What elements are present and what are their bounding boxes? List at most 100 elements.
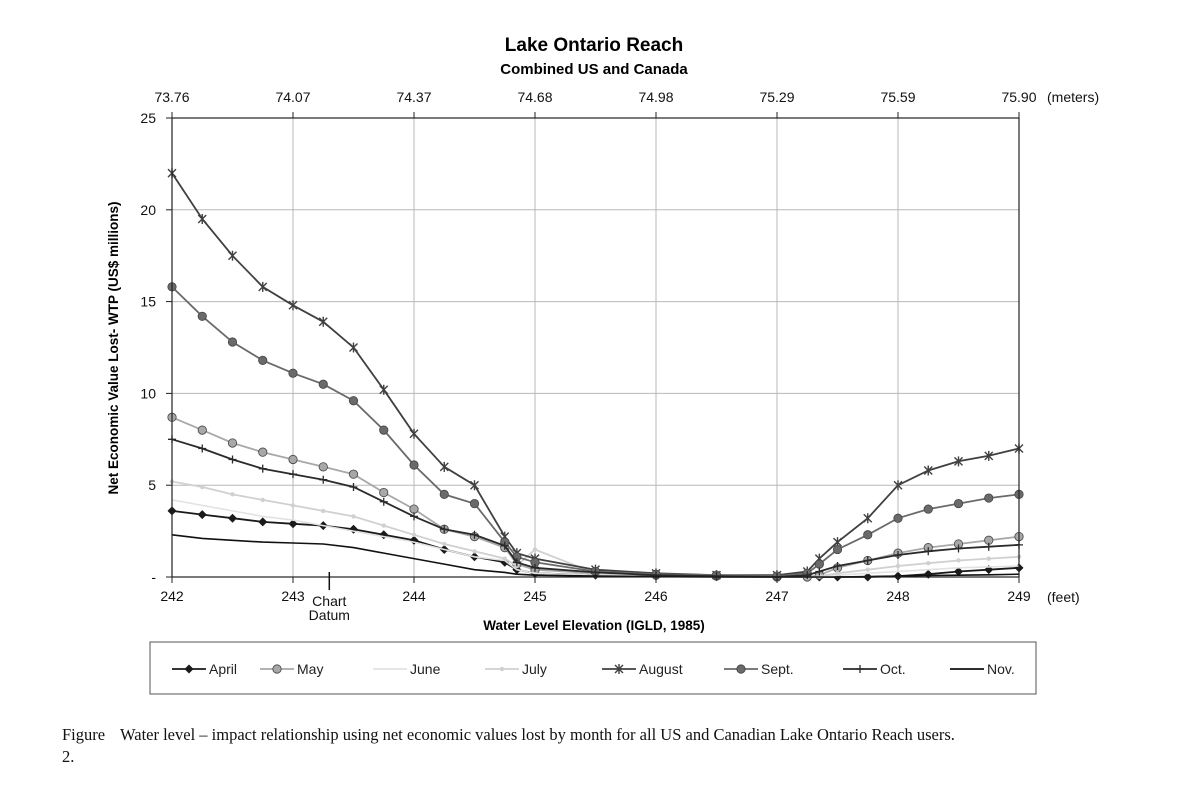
- data-point-oct: [512, 558, 521, 567]
- data-point-august: [258, 281, 268, 292]
- series-line-sept: [171, 286, 1020, 578]
- data-point-july: [502, 556, 507, 561]
- data-point-sept: [984, 493, 994, 503]
- legend-item-april: April: [172, 661, 237, 677]
- data-point-july: [865, 567, 870, 572]
- x2-tick-label: 74.98: [638, 89, 673, 105]
- legend-item-nov: Nov.: [950, 661, 1015, 677]
- data-point-oct: [894, 550, 902, 559]
- data-point-april: [954, 566, 963, 576]
- data-point-july: [472, 549, 477, 554]
- data-point-oct: [289, 470, 297, 479]
- x-tick-label: 249: [1007, 588, 1031, 604]
- series-line-oct: [171, 438, 1020, 578]
- data-point-sept: [288, 368, 298, 378]
- data-point-sept: [227, 337, 238, 347]
- data-point-oct: [652, 571, 660, 580]
- x2-unit-label: (meters): [1047, 89, 1099, 105]
- data-point-sept: [409, 460, 419, 470]
- data-point-august: [228, 250, 237, 261]
- data-point-may: [197, 425, 207, 435]
- series-june: [171, 499, 1020, 578]
- x-axis-label: Water Level Elevation (IGLD, 1985): [483, 618, 705, 633]
- data-point-oct: [531, 563, 539, 572]
- legend-marker-oct: [856, 665, 864, 673]
- legend-label-may: May: [297, 661, 323, 677]
- data-point-july: [926, 561, 931, 566]
- legend-marker-august: [614, 664, 624, 674]
- data-point-oct: [500, 541, 509, 550]
- legend-label-april: April: [209, 661, 237, 677]
- y-tick-label: 25: [140, 110, 156, 126]
- x-tick-label: 243: [281, 588, 305, 604]
- data-point-april: [228, 513, 237, 523]
- data-point-oct: [379, 497, 388, 506]
- x-tick-label: 246: [644, 588, 668, 604]
- data-point-oct: [198, 444, 207, 453]
- y-tick-label: -: [151, 569, 156, 585]
- plot-frame: [171, 117, 1020, 578]
- legend-marker-sept: [736, 664, 746, 674]
- data-point-august: [409, 428, 419, 439]
- data-point-sept: [439, 489, 449, 499]
- series-line-nov: [171, 534, 1020, 578]
- x-unit-label: (feet): [1047, 589, 1080, 605]
- data-point-july: [290, 503, 296, 508]
- data-point-oct: [954, 544, 963, 553]
- y-tick-label: 15: [140, 294, 156, 310]
- data-point-august: [863, 513, 873, 524]
- data-point-oct: [712, 572, 721, 581]
- data-point-sept: [814, 559, 824, 569]
- data-point-sept: [953, 498, 964, 509]
- x-tick-label: 248: [886, 588, 910, 604]
- data-point-may: [348, 469, 359, 479]
- series-oct: [168, 435, 1023, 581]
- data-point-oct: [815, 567, 824, 576]
- data-point-july: [381, 523, 386, 528]
- data-point-july: [442, 541, 447, 547]
- x2-tick-label: 74.07: [275, 89, 310, 105]
- data-point-july: [230, 492, 235, 497]
- x-tick-label: 244: [402, 588, 426, 604]
- data-point-oct: [258, 464, 267, 473]
- data-point-july: [532, 547, 538, 552]
- data-point-august: [470, 480, 479, 491]
- legend: April May June July August Sept. Oct. Nov.: [172, 661, 1015, 677]
- series-sept: [167, 282, 1024, 581]
- data-point-july: [260, 497, 265, 503]
- figure-caption: Figure 2. Water level – impact relations…: [62, 724, 1162, 768]
- x2-tick-label: 75.90: [1001, 89, 1036, 105]
- data-point-oct: [984, 542, 993, 551]
- data-point-august: [954, 456, 963, 467]
- data-point-august: [893, 480, 903, 491]
- chart-title: Lake Ontario Reach: [505, 35, 683, 56]
- legend-item-june: June: [373, 661, 441, 677]
- legend-item-sept: Sept.: [724, 661, 794, 677]
- series-line-may: [171, 416, 1020, 578]
- x-tick-label: 247: [765, 588, 789, 604]
- data-point-oct: [319, 475, 328, 484]
- data-point-may: [409, 504, 419, 514]
- x-tick-label: 245: [523, 588, 547, 604]
- data-point-july: [956, 558, 961, 563]
- data-point-may: [318, 462, 328, 472]
- data-point-sept: [197, 311, 207, 321]
- series-line-july: [171, 480, 1020, 578]
- x2-tick-label: 74.68: [517, 89, 552, 105]
- data-point-sept: [893, 513, 903, 523]
- chart-datum-label-line1: Chart: [312, 593, 346, 609]
- y-tick-label: 20: [140, 202, 156, 218]
- legend-item-oct: Oct.: [843, 661, 906, 677]
- data-point-sept: [348, 396, 359, 406]
- y-tick-label: 5: [148, 477, 156, 493]
- legend-label-oct: Oct.: [880, 661, 906, 677]
- y-tick-label: 10: [140, 385, 156, 401]
- legend-item-august: August: [602, 661, 683, 677]
- data-point-sept: [832, 544, 843, 555]
- data-point-oct: [591, 568, 600, 577]
- data-point-july: [321, 508, 326, 514]
- legend-item-july: July: [485, 661, 547, 677]
- data-point-may: [379, 487, 389, 498]
- x2-tick-label: 75.59: [880, 89, 915, 105]
- data-point-oct: [924, 547, 933, 556]
